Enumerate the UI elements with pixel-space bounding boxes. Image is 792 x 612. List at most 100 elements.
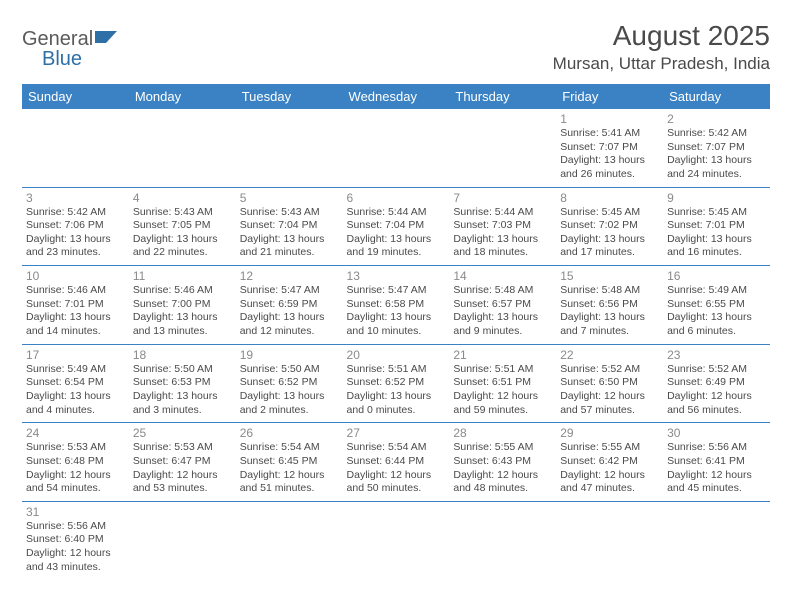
day-info: Sunrise: 5:42 AMSunset: 7:07 PMDaylight:… (667, 127, 766, 182)
day-info: Sunrise: 5:47 AMSunset: 6:58 PMDaylight:… (347, 284, 446, 339)
day-cell: 14Sunrise: 5:48 AMSunset: 6:57 PMDayligh… (449, 266, 556, 345)
day-info: Sunrise: 5:54 AMSunset: 6:45 PMDaylight:… (240, 441, 339, 496)
day-info: Sunrise: 5:52 AMSunset: 6:50 PMDaylight:… (560, 363, 659, 418)
day-info: Sunrise: 5:45 AMSunset: 7:02 PMDaylight:… (560, 206, 659, 261)
empty-cell (22, 109, 129, 187)
day-info: Sunrise: 5:48 AMSunset: 6:57 PMDaylight:… (453, 284, 552, 339)
day-info: Sunrise: 5:55 AMSunset: 6:43 PMDaylight:… (453, 441, 552, 496)
day-number: 2 (667, 112, 766, 126)
day-cell: 25Sunrise: 5:53 AMSunset: 6:47 PMDayligh… (129, 423, 236, 502)
day-info: Sunrise: 5:54 AMSunset: 6:44 PMDaylight:… (347, 441, 446, 496)
empty-cell (343, 109, 450, 187)
day-info: Sunrise: 5:41 AMSunset: 7:07 PMDaylight:… (560, 127, 659, 182)
day-info: Sunrise: 5:49 AMSunset: 6:54 PMDaylight:… (26, 363, 125, 418)
day-cell: 9Sunrise: 5:45 AMSunset: 7:01 PMDaylight… (663, 187, 770, 266)
day-cell: 12Sunrise: 5:47 AMSunset: 6:59 PMDayligh… (236, 266, 343, 345)
day-cell: 27Sunrise: 5:54 AMSunset: 6:44 PMDayligh… (343, 423, 450, 502)
day-number: 17 (26, 348, 125, 362)
day-cell: 15Sunrise: 5:48 AMSunset: 6:56 PMDayligh… (556, 266, 663, 345)
week-row: 10Sunrise: 5:46 AMSunset: 7:01 PMDayligh… (22, 266, 770, 345)
day-info: Sunrise: 5:43 AMSunset: 7:04 PMDaylight:… (240, 206, 339, 261)
day-cell: 10Sunrise: 5:46 AMSunset: 7:01 PMDayligh… (22, 266, 129, 345)
day-cell: 22Sunrise: 5:52 AMSunset: 6:50 PMDayligh… (556, 344, 663, 423)
day-info: Sunrise: 5:52 AMSunset: 6:49 PMDaylight:… (667, 363, 766, 418)
day-info: Sunrise: 5:47 AMSunset: 6:59 PMDaylight:… (240, 284, 339, 339)
day-info: Sunrise: 5:45 AMSunset: 7:01 PMDaylight:… (667, 206, 766, 261)
week-row: 3Sunrise: 5:42 AMSunset: 7:06 PMDaylight… (22, 187, 770, 266)
day-cell: 19Sunrise: 5:50 AMSunset: 6:52 PMDayligh… (236, 344, 343, 423)
day-cell: 2Sunrise: 5:42 AMSunset: 7:07 PMDaylight… (663, 109, 770, 187)
day-info: Sunrise: 5:56 AMSunset: 6:40 PMDaylight:… (26, 520, 125, 575)
header: General August 2025 Mursan, Uttar Prades… (22, 20, 770, 74)
day-number: 28 (453, 426, 552, 440)
day-number: 14 (453, 269, 552, 283)
day-info: Sunrise: 5:48 AMSunset: 6:56 PMDaylight:… (560, 284, 659, 339)
day-cell: 23Sunrise: 5:52 AMSunset: 6:49 PMDayligh… (663, 344, 770, 423)
day-info: Sunrise: 5:53 AMSunset: 6:48 PMDaylight:… (26, 441, 125, 496)
day-header-row: SundayMondayTuesdayWednesdayThursdayFrid… (22, 84, 770, 109)
day-info: Sunrise: 5:49 AMSunset: 6:55 PMDaylight:… (667, 284, 766, 339)
day-info: Sunrise: 5:46 AMSunset: 7:00 PMDaylight:… (133, 284, 232, 339)
day-number: 6 (347, 191, 446, 205)
day-cell: 8Sunrise: 5:45 AMSunset: 7:02 PMDaylight… (556, 187, 663, 266)
day-number: 4 (133, 191, 232, 205)
day-cell: 5Sunrise: 5:43 AMSunset: 7:04 PMDaylight… (236, 187, 343, 266)
day-number: 10 (26, 269, 125, 283)
logo-text-blue: Blue (42, 48, 82, 71)
day-number: 18 (133, 348, 232, 362)
day-cell: 4Sunrise: 5:43 AMSunset: 7:05 PMDaylight… (129, 187, 236, 266)
empty-cell (129, 109, 236, 187)
day-number: 22 (560, 348, 659, 362)
calendar-table: SundayMondayTuesdayWednesdayThursdayFrid… (22, 84, 770, 579)
day-header: Wednesday (343, 84, 450, 109)
day-info: Sunrise: 5:51 AMSunset: 6:52 PMDaylight:… (347, 363, 446, 418)
day-number: 20 (347, 348, 446, 362)
calendar-body: 1Sunrise: 5:41 AMSunset: 7:07 PMDaylight… (22, 109, 770, 579)
day-info: Sunrise: 5:50 AMSunset: 6:53 PMDaylight:… (133, 363, 232, 418)
month-title: August 2025 (553, 20, 770, 52)
day-cell: 24Sunrise: 5:53 AMSunset: 6:48 PMDayligh… (22, 423, 129, 502)
empty-cell (236, 501, 343, 579)
day-number: 8 (560, 191, 659, 205)
day-number: 21 (453, 348, 552, 362)
title-block: August 2025 Mursan, Uttar Pradesh, India (553, 20, 770, 74)
day-number: 13 (347, 269, 446, 283)
logo: General (22, 20, 121, 51)
day-cell: 20Sunrise: 5:51 AMSunset: 6:52 PMDayligh… (343, 344, 450, 423)
day-number: 1 (560, 112, 659, 126)
empty-cell (129, 501, 236, 579)
day-number: 11 (133, 269, 232, 283)
day-info: Sunrise: 5:51 AMSunset: 6:51 PMDaylight:… (453, 363, 552, 418)
day-number: 26 (240, 426, 339, 440)
day-header: Tuesday (236, 84, 343, 109)
day-cell: 3Sunrise: 5:42 AMSunset: 7:06 PMDaylight… (22, 187, 129, 266)
day-header: Sunday (22, 84, 129, 109)
day-number: 15 (560, 269, 659, 283)
empty-cell (663, 501, 770, 579)
day-cell: 6Sunrise: 5:44 AMSunset: 7:04 PMDaylight… (343, 187, 450, 266)
day-info: Sunrise: 5:44 AMSunset: 7:04 PMDaylight:… (347, 206, 446, 261)
day-info: Sunrise: 5:46 AMSunset: 7:01 PMDaylight:… (26, 284, 125, 339)
day-number: 19 (240, 348, 339, 362)
day-number: 12 (240, 269, 339, 283)
day-number: 16 (667, 269, 766, 283)
day-cell: 7Sunrise: 5:44 AMSunset: 7:03 PMDaylight… (449, 187, 556, 266)
empty-cell (236, 109, 343, 187)
empty-cell (556, 501, 663, 579)
day-number: 5 (240, 191, 339, 205)
day-cell: 29Sunrise: 5:55 AMSunset: 6:42 PMDayligh… (556, 423, 663, 502)
day-number: 3 (26, 191, 125, 205)
location: Mursan, Uttar Pradesh, India (553, 54, 770, 74)
day-number: 29 (560, 426, 659, 440)
day-number: 31 (26, 505, 125, 519)
day-number: 30 (667, 426, 766, 440)
week-row: 31Sunrise: 5:56 AMSunset: 6:40 PMDayligh… (22, 501, 770, 579)
day-header: Saturday (663, 84, 770, 109)
day-cell: 11Sunrise: 5:46 AMSunset: 7:00 PMDayligh… (129, 266, 236, 345)
logo-flag-icon (95, 28, 121, 51)
day-cell: 30Sunrise: 5:56 AMSunset: 6:41 PMDayligh… (663, 423, 770, 502)
day-cell: 31Sunrise: 5:56 AMSunset: 6:40 PMDayligh… (22, 501, 129, 579)
day-info: Sunrise: 5:56 AMSunset: 6:41 PMDaylight:… (667, 441, 766, 496)
day-cell: 21Sunrise: 5:51 AMSunset: 6:51 PMDayligh… (449, 344, 556, 423)
week-row: 17Sunrise: 5:49 AMSunset: 6:54 PMDayligh… (22, 344, 770, 423)
